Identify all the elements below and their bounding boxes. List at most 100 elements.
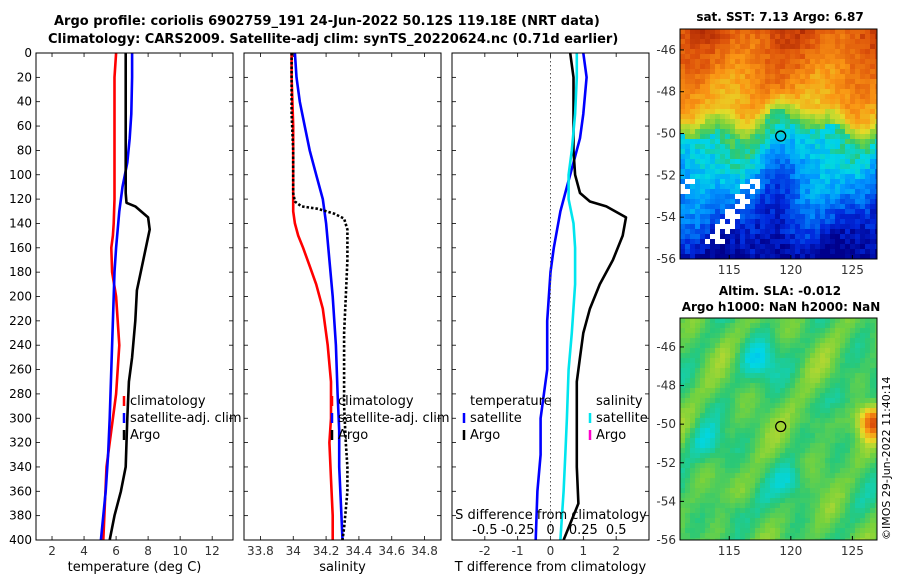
sla_map-cell bbox=[800, 468, 806, 474]
sla_map-cell bbox=[785, 523, 791, 529]
sla_map-cell bbox=[795, 393, 801, 399]
sla_map-cell bbox=[775, 418, 781, 424]
sla_map-cell bbox=[830, 468, 836, 474]
sst_map-cell bbox=[715, 229, 721, 235]
sst_map-cell bbox=[810, 84, 816, 90]
sla_map-cell bbox=[780, 393, 786, 399]
sst_map-cell bbox=[755, 49, 761, 55]
sst_map-cell bbox=[820, 134, 826, 140]
sst_map-cell bbox=[845, 84, 851, 90]
sla_map-cell bbox=[740, 408, 746, 414]
sst_map-cell bbox=[765, 214, 771, 220]
sst_map-cell bbox=[765, 194, 771, 200]
sla_map-cell bbox=[795, 418, 801, 424]
sla_map-cell bbox=[785, 458, 791, 464]
sst_map-cell bbox=[865, 124, 871, 130]
sla_map-cell bbox=[705, 538, 711, 540]
sla_map-cell bbox=[845, 328, 851, 334]
sst_map-cell bbox=[685, 74, 691, 80]
sla_map-cell bbox=[745, 328, 751, 334]
sla_map-cell bbox=[700, 518, 706, 524]
sla_map-cell bbox=[845, 518, 851, 524]
sst_map-cell bbox=[785, 179, 791, 185]
sla_map-cell bbox=[850, 498, 856, 504]
sla_map-cell bbox=[715, 348, 721, 354]
sst_map-cell bbox=[775, 254, 781, 259]
sst_map-cell bbox=[740, 99, 746, 105]
sst_map-cell bbox=[690, 204, 696, 210]
sst_map-cell bbox=[740, 34, 746, 40]
sst_map-cell bbox=[760, 124, 766, 130]
sst_map-cell bbox=[855, 84, 861, 90]
sst_map-cell bbox=[795, 154, 801, 160]
sst_map-cell bbox=[825, 94, 831, 100]
sla_map-cell bbox=[745, 478, 751, 484]
temperature-ytick-label: 40 bbox=[17, 95, 32, 109]
sst_map-cell bbox=[745, 189, 751, 195]
sla_map-cell bbox=[805, 463, 811, 469]
sla_map-cell bbox=[745, 488, 751, 494]
sst_map-cell bbox=[790, 159, 796, 165]
sst_map-cell bbox=[815, 109, 821, 115]
sla_map-cell bbox=[840, 468, 846, 474]
sla_map-cell bbox=[780, 398, 786, 404]
sst_map-cell bbox=[700, 129, 706, 135]
sla_map-cell bbox=[685, 423, 691, 429]
sla_map-cell bbox=[740, 363, 746, 369]
sla_map-cell bbox=[835, 388, 841, 394]
sla_map-cell bbox=[875, 338, 877, 344]
sst_map-cell bbox=[715, 74, 721, 80]
sla_map-cell bbox=[875, 418, 877, 424]
sst_map-cell bbox=[865, 149, 871, 155]
sst_map-cell bbox=[795, 189, 801, 195]
sst_map-cell bbox=[725, 129, 731, 135]
sst_map-cell bbox=[835, 139, 841, 145]
sla_map-cell bbox=[690, 318, 696, 324]
sst_map-cell bbox=[735, 224, 741, 230]
sla_map-cell bbox=[750, 468, 756, 474]
sla_map-cell bbox=[680, 413, 686, 419]
sst_map-cell bbox=[850, 84, 856, 90]
sla_map-cell bbox=[795, 493, 801, 499]
sla_map-cell bbox=[745, 343, 751, 349]
sla_map-cell bbox=[740, 448, 746, 454]
sla_map-cell bbox=[780, 463, 786, 469]
sst_map-cell bbox=[780, 224, 786, 230]
sla_map-cell bbox=[735, 408, 741, 414]
sst_map-cell bbox=[725, 149, 731, 155]
sla_map-cell bbox=[715, 393, 721, 399]
sla_map-cell bbox=[790, 318, 796, 324]
sla_map-cell bbox=[725, 528, 731, 534]
sla_map-cell bbox=[845, 368, 851, 374]
sst_map-cell bbox=[790, 224, 796, 230]
sst_map-cell bbox=[860, 109, 866, 115]
sst_map-cell bbox=[750, 109, 756, 115]
sst_map-cell bbox=[820, 99, 826, 105]
sla_map-cell bbox=[800, 368, 806, 374]
sst_map-cell bbox=[845, 144, 851, 150]
sla_map-cell bbox=[845, 323, 851, 329]
sst_map-cell bbox=[740, 129, 746, 135]
sst_map-cell bbox=[685, 69, 691, 75]
sst_map-cell bbox=[705, 44, 711, 50]
sst_map-cell bbox=[680, 49, 686, 55]
sla_map-cell bbox=[710, 533, 716, 539]
sst_map-cell bbox=[835, 164, 841, 170]
sst_map-cell bbox=[690, 114, 696, 120]
sla_map-cell bbox=[835, 348, 841, 354]
sst_map-cell bbox=[705, 119, 711, 125]
sla_map-cell bbox=[755, 458, 761, 464]
sla_map-cell bbox=[805, 348, 811, 354]
sla_map-cell bbox=[755, 468, 761, 474]
sla_map-cell bbox=[695, 368, 701, 374]
sst_map-cell bbox=[830, 224, 836, 230]
sla_map-cell bbox=[755, 533, 761, 539]
sla_map-cell bbox=[725, 353, 731, 359]
sst_map-cell bbox=[835, 209, 841, 215]
sla_map-cell bbox=[730, 458, 736, 464]
sla_map-cell bbox=[875, 453, 877, 459]
sst_map-cell bbox=[815, 64, 821, 70]
sla_map-cell bbox=[835, 318, 841, 324]
sla_map-cell bbox=[705, 458, 711, 464]
sst_map-cell bbox=[730, 159, 736, 165]
